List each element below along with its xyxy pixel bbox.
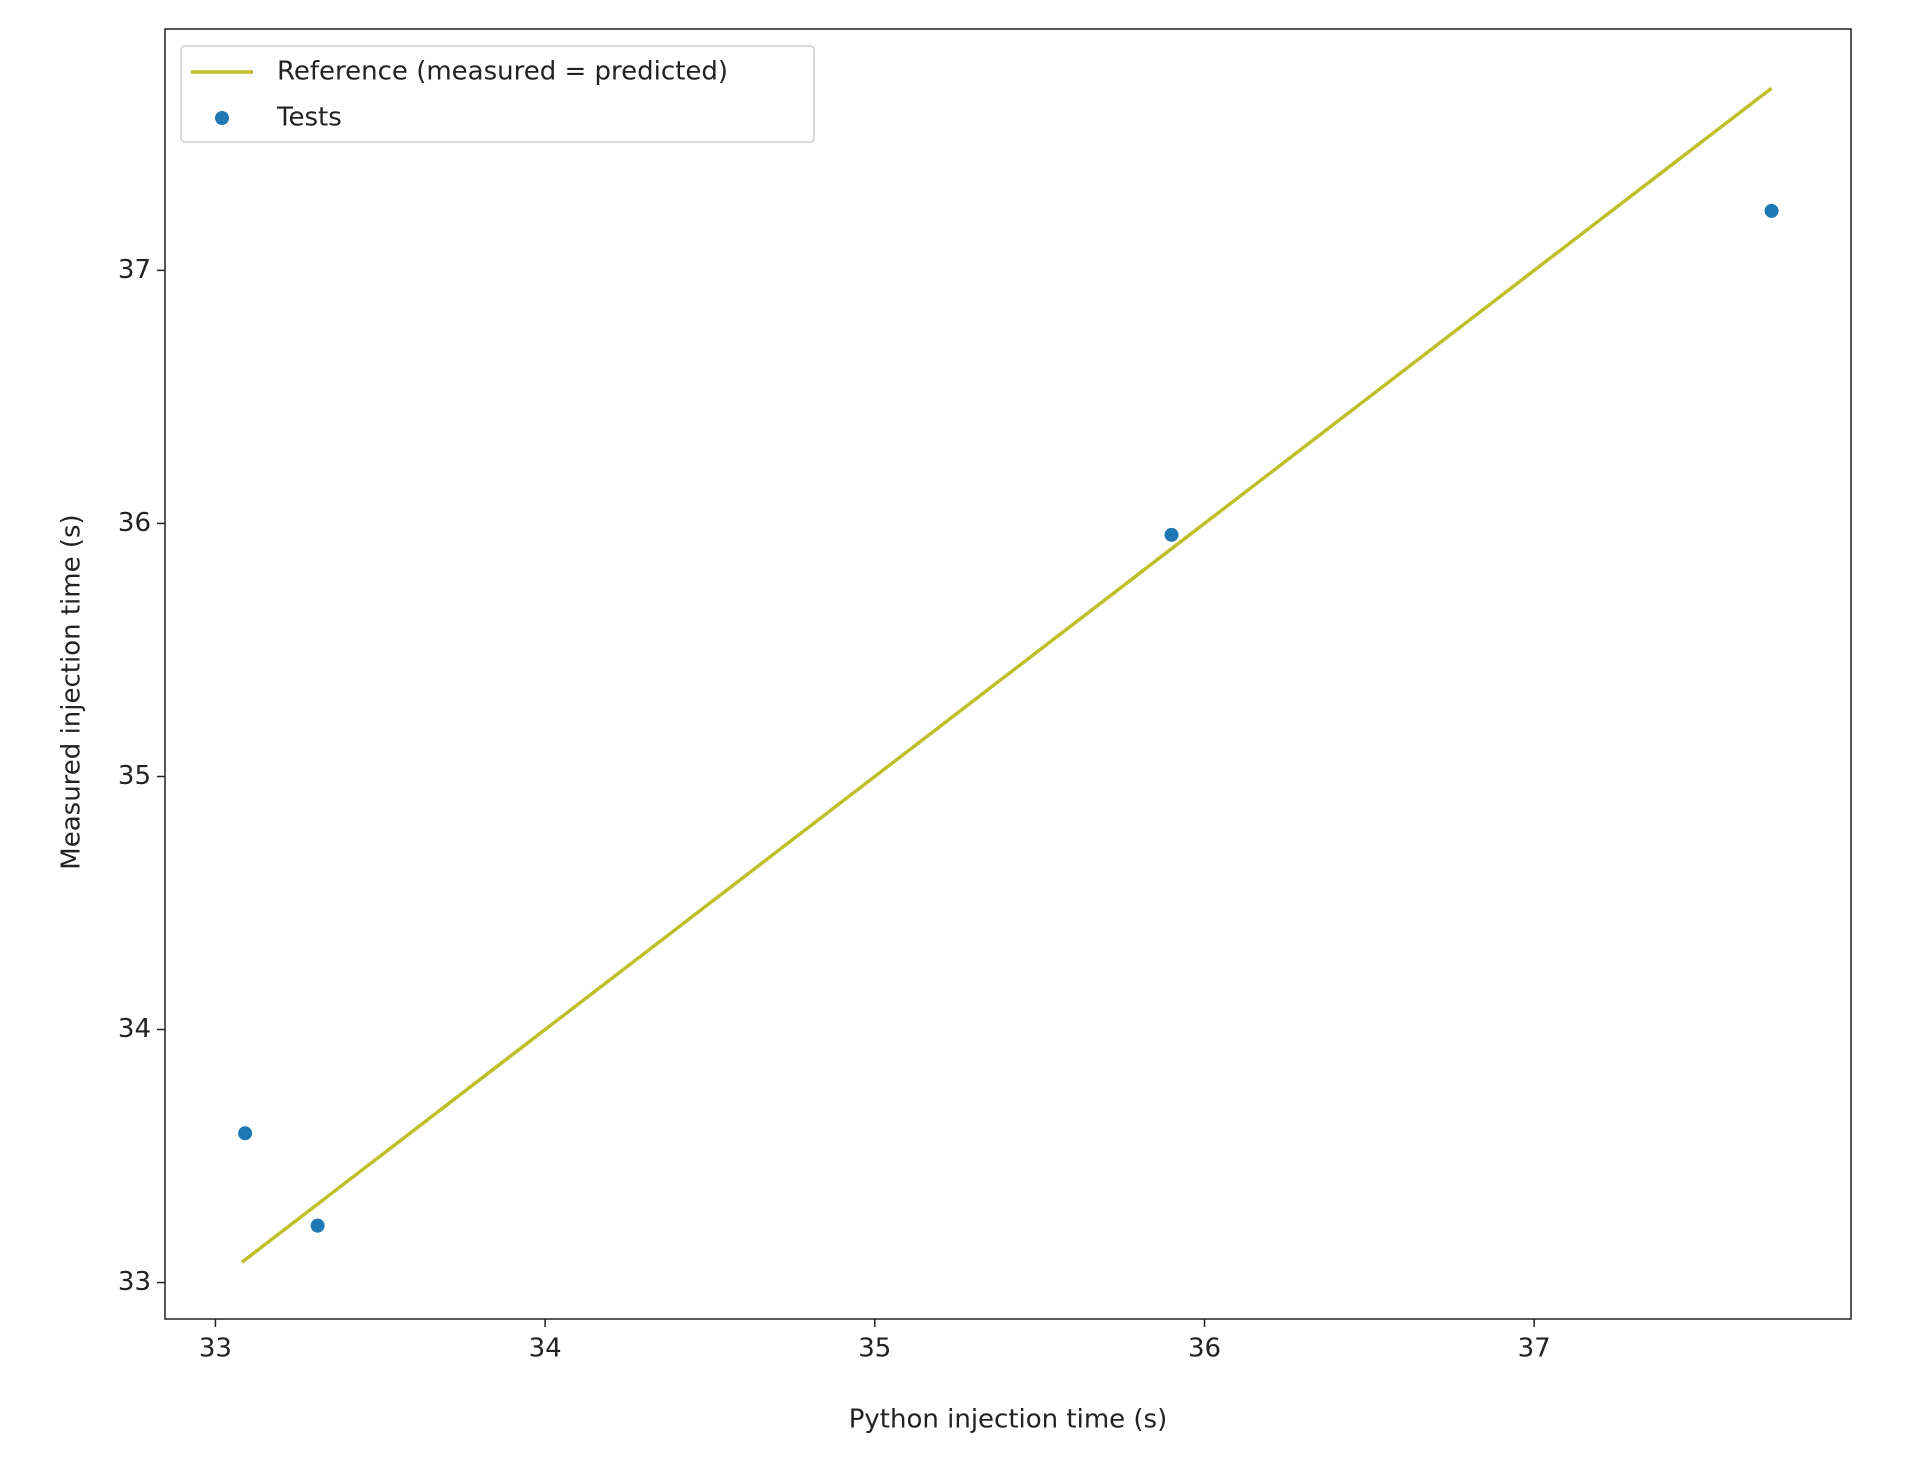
x-tick-label: 35 [858, 1334, 891, 1364]
data-point [1764, 203, 1779, 218]
x-tick-label: 36 [1188, 1334, 1221, 1364]
y-axis-label: Measured injection time (s) [57, 514, 87, 869]
x-tick-label: 33 [199, 1334, 232, 1364]
y-tick-label: 35 [118, 761, 151, 791]
data-point [238, 1126, 253, 1141]
reference-line [240, 86, 1773, 1264]
data-point [310, 1218, 325, 1233]
legend-swatch [215, 111, 229, 125]
y-tick-label: 36 [118, 508, 151, 538]
data-point [1164, 527, 1179, 542]
axes-frame [164, 28, 1852, 1320]
x-axis-label: Python injection time (s) [849, 1405, 1168, 1435]
y-tick-label: 37 [118, 255, 151, 285]
legend-box [180, 45, 815, 143]
legend-label: Reference (measured = predicted) [277, 57, 728, 87]
x-tick-label: 34 [529, 1334, 562, 1364]
x-tick-label: 37 [1518, 1334, 1551, 1364]
y-tick-label: 33 [118, 1267, 151, 1297]
legend-label: Tests [276, 103, 342, 133]
y-tick-label: 34 [118, 1014, 151, 1044]
